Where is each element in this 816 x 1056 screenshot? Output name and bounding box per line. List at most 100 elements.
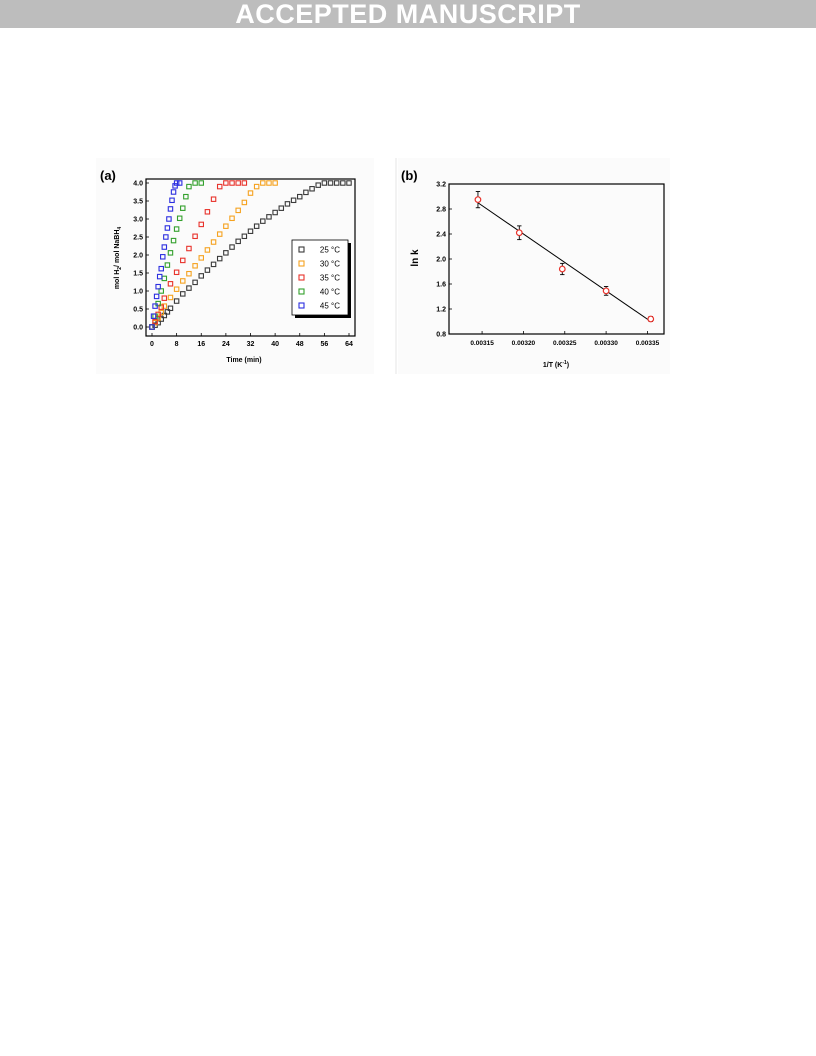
b-y-tick-label: 2.4	[436, 232, 446, 239]
a-x-tick-label: 56	[320, 341, 328, 348]
a-data-point	[176, 215, 183, 222]
a-data-point	[158, 304, 164, 310]
a-data-point	[172, 183, 178, 189]
a-data-point	[167, 305, 174, 312]
a-data-point	[153, 293, 160, 300]
a-data-point	[315, 182, 321, 188]
b-y-tick-label: 2.0	[436, 257, 446, 264]
a-data-point	[229, 244, 235, 250]
legend-marker	[298, 302, 305, 309]
panel-b-y-ticks: 0.8 1.2 1.6 2.0 2.4 2.8 3.2	[436, 182, 452, 339]
a-x-tick-label: 40	[271, 341, 279, 348]
b-data-point	[474, 191, 482, 209]
a-data-point	[216, 183, 223, 190]
a-data-point	[198, 255, 205, 261]
b-data-point	[602, 286, 610, 296]
a-y-tick-label: 2.5	[133, 235, 143, 242]
a-data-point	[210, 196, 217, 202]
a-data-point	[253, 183, 260, 190]
a-data-point	[198, 180, 205, 186]
a-data-point	[198, 273, 205, 279]
a-data-point	[167, 250, 174, 256]
a-data-point	[241, 199, 248, 206]
xlabel-sup: -1	[562, 360, 567, 366]
panel-b-x-ticks: 0.00315 0.00320 0.00325 0.00330 0.00335	[470, 331, 660, 347]
a-data-point	[164, 262, 171, 268]
a-y-tick-label: 4.0	[133, 181, 143, 188]
a-data-point	[180, 291, 186, 297]
a-data-point	[164, 309, 171, 315]
a-data-point	[173, 286, 180, 292]
a-data-point	[247, 190, 254, 196]
legend-label: 40 °C	[320, 288, 340, 297]
a-data-point	[235, 180, 241, 186]
b-y-tick-label: 0.8	[436, 332, 446, 339]
a-data-point	[290, 197, 297, 204]
a-data-point	[229, 215, 235, 222]
a-data-point	[241, 233, 248, 240]
b-y-tick-label: 3.2	[436, 182, 446, 189]
a-data-point	[303, 189, 309, 196]
a-data-point	[192, 233, 198, 240]
a-data-point	[183, 193, 189, 200]
b-marker	[515, 229, 523, 237]
a-data-point	[333, 180, 340, 186]
a-x-tick-label: 24	[222, 341, 230, 348]
panel-a-series	[149, 180, 352, 330]
a-data-point	[158, 265, 164, 272]
panel-b: (b) 0.8 1.2 1.6 2.0 2.4 2.8 3.2 0.00315 0.00320…	[398, 158, 670, 374]
a-data-point	[167, 206, 174, 212]
panel-a-label: (a)	[100, 168, 116, 183]
a-data-point	[192, 180, 198, 186]
a-series-group	[149, 180, 183, 330]
ylabel-main: mol H	[114, 270, 121, 289]
a-data-point	[180, 205, 186, 211]
a-data-point	[173, 180, 180, 186]
legend-marker	[298, 288, 305, 295]
banner-text: ACCEPTED MANUSCRIPT	[235, 0, 581, 29]
a-data-point	[260, 218, 266, 224]
a-data-point	[223, 250, 229, 256]
a-data-point	[176, 180, 183, 186]
b-x-tick-label: 0.00330	[594, 340, 618, 347]
b-y-tick-label: 1.6	[436, 282, 446, 289]
legend-label: 30 °C	[320, 260, 340, 269]
a-data-point	[235, 207, 241, 214]
a-data-point	[164, 225, 171, 231]
ylabel-sub2: 4	[117, 227, 123, 230]
panel-b-x-axis-label: 1/T (K-1)	[543, 360, 569, 369]
a-data-point	[152, 318, 158, 325]
panel-b-background	[398, 158, 670, 374]
a-data-point	[160, 254, 166, 260]
panel-a-legend: 25 °C 30 °C 35 °C 40 °C 45 °C	[291, 239, 351, 318]
a-data-point	[210, 239, 217, 245]
panel-a: (a) 0.00.51.01.52.02.53.03.54.0 0 8 16 24 32…	[96, 158, 374, 374]
ylabel-sub1: 2	[117, 267, 123, 270]
a-data-point	[161, 312, 168, 319]
b-data-point	[647, 315, 655, 323]
a-y-tick-label: 3.5	[133, 199, 143, 206]
a-data-point	[161, 295, 168, 301]
a-data-point	[186, 183, 192, 190]
a-data-point	[247, 228, 254, 234]
panel-a-y-ticks: 0.0 0.5 1.0 1.5 2.0 2.5 3.0 3.5 4.0	[133, 181, 149, 332]
a-data-point	[266, 180, 272, 186]
a-x-tick-label: 8	[175, 341, 179, 348]
a-data-point	[216, 231, 223, 237]
legend-label: 35 °C	[320, 274, 340, 283]
legend-marker	[298, 274, 305, 281]
a-data-point	[266, 214, 272, 220]
a-data-point	[169, 197, 175, 204]
a-data-point	[180, 257, 186, 264]
a-data-point	[192, 263, 198, 269]
panel-b-points	[474, 191, 655, 323]
b-y-tick-label: 2.8	[436, 207, 446, 214]
legend-marker	[298, 260, 305, 267]
a-data-point	[340, 180, 346, 186]
a-y-tick-label: 2.0	[133, 253, 143, 260]
a-data-point	[150, 313, 157, 319]
a-y-tick-label: 3.0	[133, 217, 143, 224]
b-marker	[602, 287, 610, 295]
a-data-point	[170, 237, 177, 244]
a-data-point	[278, 205, 285, 211]
